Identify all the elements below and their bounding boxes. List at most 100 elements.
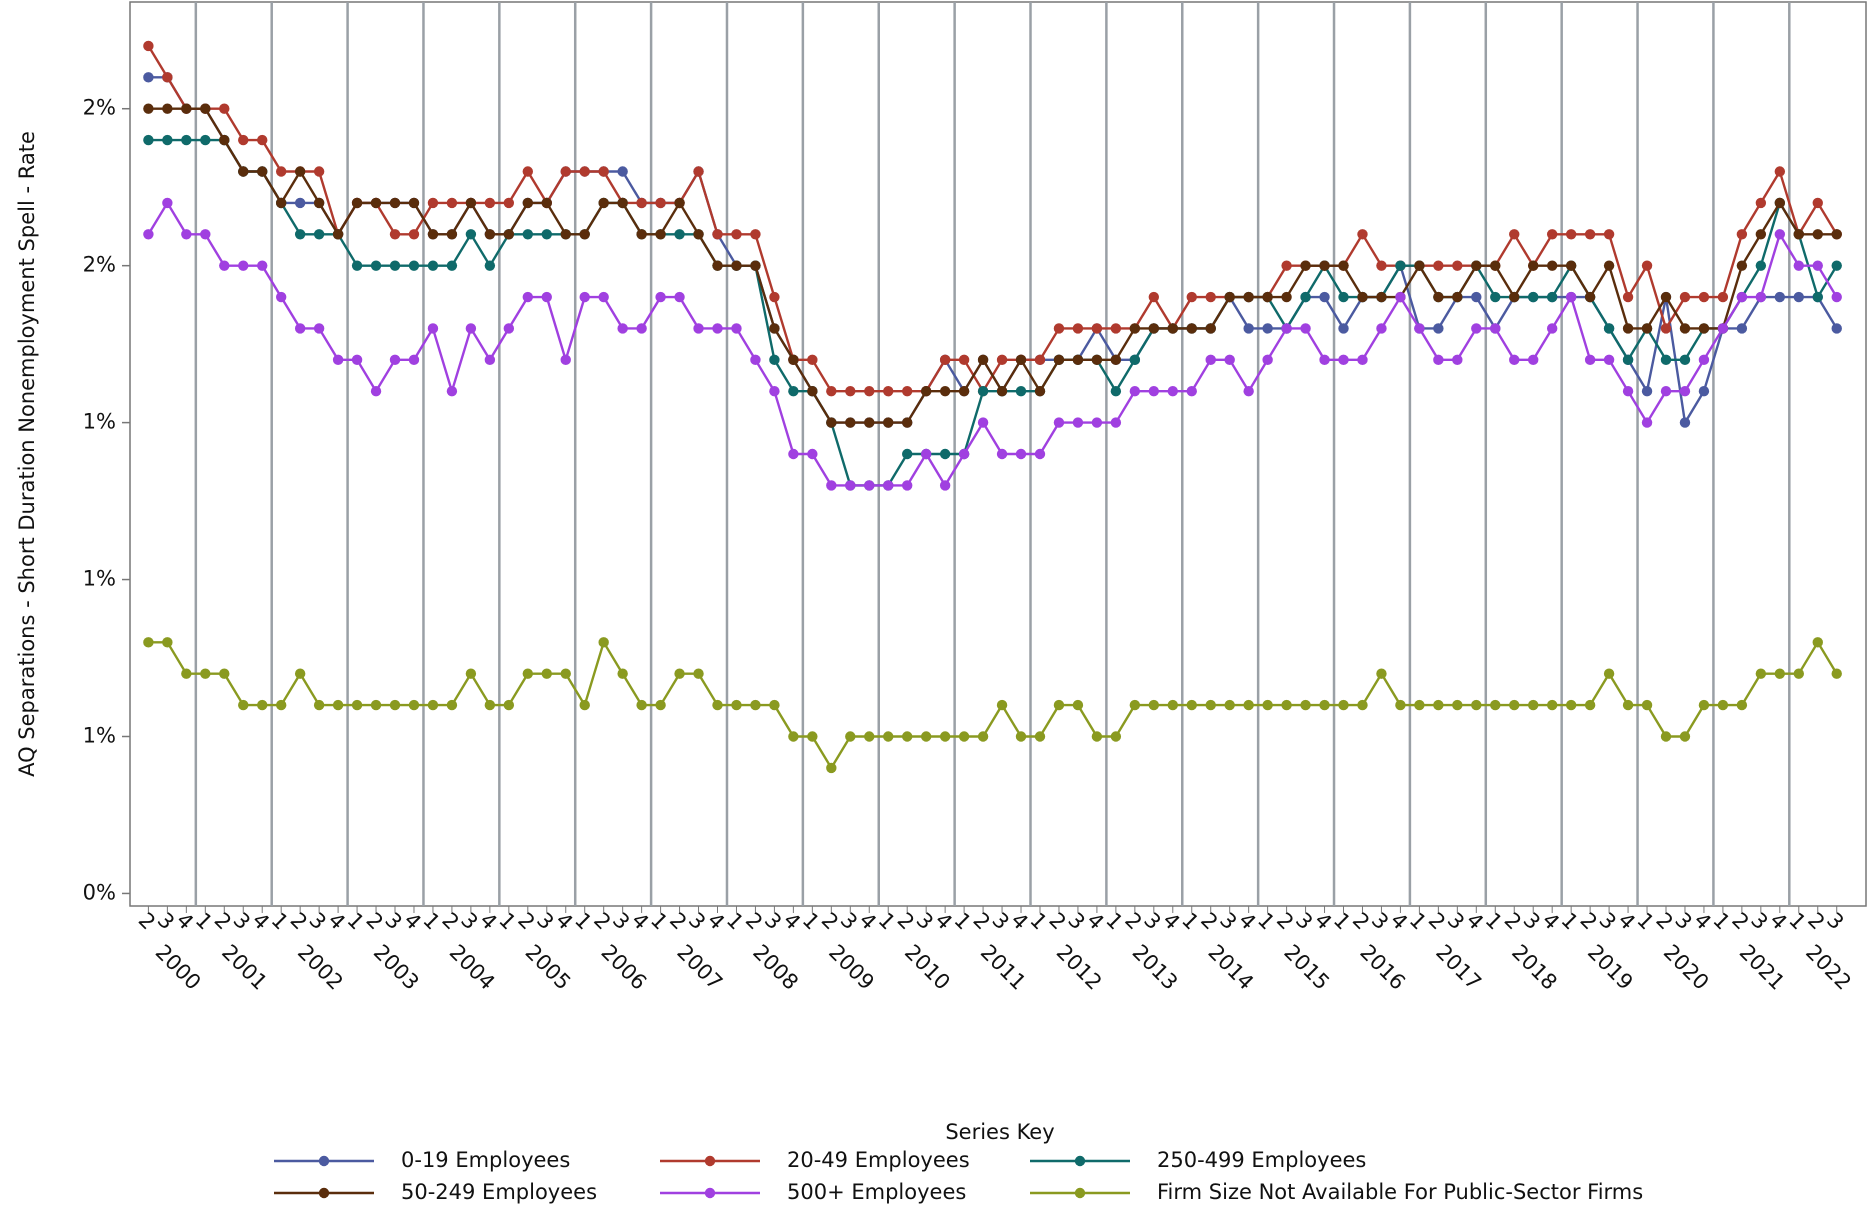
data-point <box>465 668 477 679</box>
data-point <box>1660 323 1672 334</box>
data-point <box>883 386 894 397</box>
legend-title: Series Key <box>945 1120 1054 1144</box>
data-point <box>1660 291 1672 303</box>
data-point <box>181 103 192 114</box>
data-point <box>1414 260 1425 271</box>
data-point <box>408 354 420 366</box>
data-point <box>1793 229 1804 240</box>
data-point <box>1015 386 1027 397</box>
data-point <box>541 291 552 303</box>
data-point <box>902 448 913 460</box>
data-point <box>1205 291 1216 303</box>
data-point <box>143 229 154 240</box>
y-tick-label: 1% <box>83 410 116 434</box>
data-point <box>712 229 723 240</box>
data-point <box>750 229 761 240</box>
x-year-label: 2022 <box>1801 940 1856 995</box>
data-point <box>1641 386 1653 397</box>
data-point <box>788 386 799 397</box>
data-point <box>693 323 704 334</box>
data-point <box>864 480 875 491</box>
data-point <box>427 323 439 334</box>
data-point <box>769 699 780 711</box>
data-point <box>1679 291 1691 303</box>
data-point <box>1546 699 1558 711</box>
data-point <box>200 103 211 114</box>
data-point <box>1338 323 1349 334</box>
data-point <box>1091 417 1103 428</box>
data-point <box>219 260 230 271</box>
x-year-label: 2009 <box>824 940 879 995</box>
x-year-label: 2016 <box>1355 940 1410 995</box>
data-point <box>1091 731 1103 742</box>
data-point <box>522 197 533 209</box>
data-point <box>541 229 552 240</box>
data-point <box>1395 260 1406 271</box>
data-point <box>1167 386 1178 397</box>
data-point <box>1262 354 1273 366</box>
data-point <box>351 354 363 366</box>
data-point <box>826 386 837 397</box>
data-point <box>845 731 856 742</box>
data-point <box>1433 260 1444 271</box>
data-point <box>1679 354 1691 366</box>
data-point <box>427 229 439 240</box>
data-point <box>465 197 477 209</box>
legend-label: 500+ Employees <box>787 1180 966 1204</box>
data-point <box>1528 260 1539 271</box>
data-point <box>883 480 894 491</box>
data-point <box>294 668 306 679</box>
data-point <box>996 448 1008 460</box>
data-point <box>655 291 666 303</box>
data-point <box>1490 291 1501 303</box>
x-year-label: 2015 <box>1279 940 1334 995</box>
x-tick-label: 3 <box>1822 908 1848 934</box>
data-point <box>977 731 989 742</box>
data-point <box>845 480 856 491</box>
data-point <box>1262 699 1273 711</box>
data-point <box>996 386 1008 397</box>
data-point <box>1565 260 1577 271</box>
data-point <box>1528 699 1539 711</box>
data-point <box>446 386 458 397</box>
data-point <box>370 260 382 271</box>
data-point <box>1433 354 1444 366</box>
data-point <box>1471 291 1482 303</box>
data-point <box>313 699 325 711</box>
data-point <box>1205 699 1216 711</box>
data-point <box>1528 291 1539 303</box>
data-point <box>1736 323 1748 334</box>
data-point <box>181 229 192 240</box>
data-point <box>238 260 249 271</box>
data-point <box>275 291 287 303</box>
series-line <box>147 200 1838 488</box>
data-point <box>1698 323 1710 334</box>
data-point <box>1755 197 1767 209</box>
data-point <box>845 417 856 428</box>
data-point <box>1546 323 1558 334</box>
data-point <box>1490 323 1501 334</box>
data-point <box>162 197 173 209</box>
data-point <box>1679 386 1691 397</box>
data-point <box>712 323 723 334</box>
data-point <box>1167 323 1178 334</box>
data-point <box>1148 323 1160 334</box>
data-point <box>1471 323 1482 334</box>
data-point <box>389 699 401 711</box>
data-point <box>845 386 856 397</box>
data-point <box>655 197 666 209</box>
data-point <box>617 668 628 679</box>
data-point <box>902 480 913 491</box>
data-point <box>1509 699 1520 711</box>
data-point <box>1660 731 1672 742</box>
data-point <box>1774 668 1786 679</box>
data-point <box>162 637 173 648</box>
data-point <box>1717 291 1729 303</box>
data-point <box>958 448 970 460</box>
data-point <box>1034 354 1046 366</box>
data-point <box>1812 229 1823 240</box>
data-point <box>579 229 590 240</box>
data-point <box>1072 323 1084 334</box>
data-point <box>219 134 230 146</box>
